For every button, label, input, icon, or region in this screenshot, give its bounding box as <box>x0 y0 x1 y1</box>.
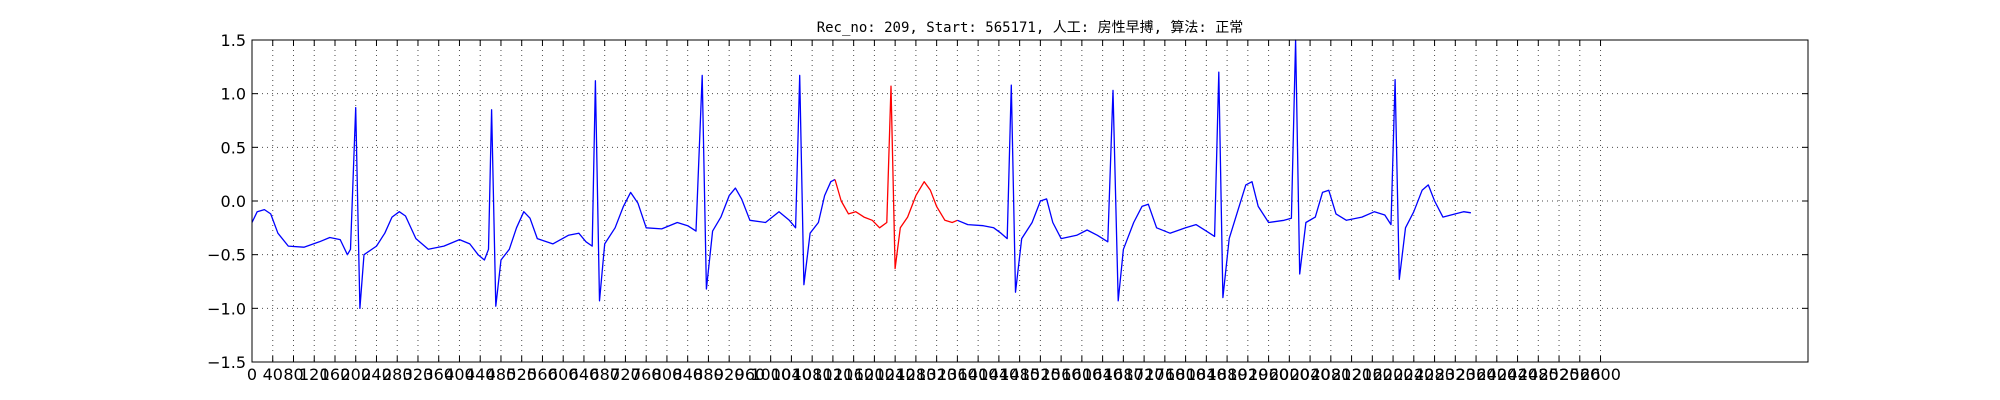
x-tick-label: 40 <box>263 365 283 384</box>
x-tick-label: 1600 <box>1062 365 1103 384</box>
x-tick-label: 1880 <box>1207 365 1248 384</box>
x-tick-label: 800 <box>652 365 683 384</box>
x-tick-label: 520 <box>506 365 537 384</box>
x-axis: 0 40 8012016020024028032036040044048052056… <box>247 40 1621 384</box>
x-tick-label: 920 <box>714 365 745 384</box>
x-tick-label: 2280 <box>1414 365 1455 384</box>
x-tick-label: 1520 <box>1020 365 1061 384</box>
x-tick-label: 2520 <box>1539 365 1580 384</box>
y-tick-label: 0.0 <box>221 192 246 211</box>
x-tick-label: 200 <box>340 365 371 384</box>
x-tick-label: 2560 <box>1559 365 1600 384</box>
x-tick-label: 1560 <box>1041 365 1082 384</box>
x-tick-label: 2000 <box>1269 365 1310 384</box>
x-tick-label: 2200 <box>1373 365 1414 384</box>
x-tick-label: 1320 <box>916 365 957 384</box>
x-tick-label: 120 <box>299 365 330 384</box>
series-layer <box>251 39 1471 309</box>
x-tick-label: 760 <box>631 365 662 384</box>
x-tick-label: 560 <box>527 365 558 384</box>
x-tick-label: 1960 <box>1248 365 1289 384</box>
x-tick-label: 1080 <box>792 365 833 384</box>
x-tick-label: 160 <box>320 365 351 384</box>
x-tick-label: 680 <box>589 365 620 384</box>
y-axis: −1.5 −1.0 −0.5 0.0 0.5 1.0 1.5 <box>207 31 1808 372</box>
x-tick-label: 600 <box>548 365 579 384</box>
y-tick-label: 1.0 <box>221 85 246 104</box>
x-tick-label: 280 <box>382 365 413 384</box>
x-tick-label: 2440 <box>1497 365 1538 384</box>
x-tick-label: 1000 <box>750 365 791 384</box>
x-tick-label: 2600 <box>1580 365 1621 384</box>
x-tick-label: 400 <box>444 365 475 384</box>
x-tick-label: 840 <box>672 365 703 384</box>
x-tick-label: 2320 <box>1435 365 1476 384</box>
ecg-series-3 <box>957 39 1471 302</box>
plot-frame <box>251 39 1809 363</box>
x-tick-label: 1840 <box>1186 365 1227 384</box>
ecg-series-2 <box>834 85 958 270</box>
x-tick-label: 2400 <box>1476 365 1517 384</box>
x-tick-label: 1480 <box>999 365 1040 384</box>
x-tick-label: 480 <box>486 365 517 384</box>
x-tick-label: 440 <box>465 365 496 384</box>
x-tick-label: 240 <box>361 365 392 384</box>
ecg-series-1 <box>251 74 836 309</box>
x-tick-label: 960 <box>735 365 766 384</box>
x-tick-label: 2120 <box>1331 365 1372 384</box>
x-tick-label: 1400 <box>958 365 999 384</box>
x-tick-label: 880 <box>693 365 724 384</box>
chart-title: Rec_no: 209, Start: 565171, 人工: 房性早搏, 算法… <box>817 19 1244 36</box>
x-tick-label: 80 <box>283 365 303 384</box>
x-tick-label: 1200 <box>854 365 895 384</box>
x-tick-label: 2080 <box>1310 365 1351 384</box>
y-tick-label: −0.5 <box>207 246 246 265</box>
x-tick-label: 0 <box>247 365 257 384</box>
y-tick-label: 1.5 <box>221 31 246 50</box>
x-tick-label: 1760 <box>1144 365 1185 384</box>
x-tick-label: 1720 <box>1124 365 1165 384</box>
grid-layer <box>252 40 1808 362</box>
x-tick-label: 360 <box>423 365 454 384</box>
x-tick-label: 1680 <box>1103 365 1144 384</box>
x-tick-label: 720 <box>610 365 641 384</box>
x-tick-label: 1120 <box>813 365 854 384</box>
x-tick-label: 1640 <box>1082 365 1123 384</box>
x-tick-label: 1040 <box>771 365 812 384</box>
x-tick-label: 2240 <box>1393 365 1434 384</box>
y-tick-label: −1.0 <box>207 299 246 318</box>
x-tick-label: 2160 <box>1352 365 1393 384</box>
x-tick-label: 1360 <box>937 365 978 384</box>
x-tick-label: 320 <box>403 365 434 384</box>
x-tick-label: 1920 <box>1227 365 1268 384</box>
x-tick-label: 1160 <box>833 365 874 384</box>
x-tick-label: 2360 <box>1456 365 1497 384</box>
x-tick-label: 1280 <box>896 365 937 384</box>
x-tick-label: 1440 <box>979 365 1020 384</box>
x-tick-label: 2480 <box>1518 365 1559 384</box>
x-tick-label: 1800 <box>1165 365 1206 384</box>
x-tick-label: 640 <box>569 365 600 384</box>
x-tick-label: 2040 <box>1290 365 1331 384</box>
y-tick-label: 0.5 <box>221 138 246 157</box>
x-tick-label: 1240 <box>875 365 916 384</box>
y-tick-label: −1.5 <box>207 353 246 372</box>
